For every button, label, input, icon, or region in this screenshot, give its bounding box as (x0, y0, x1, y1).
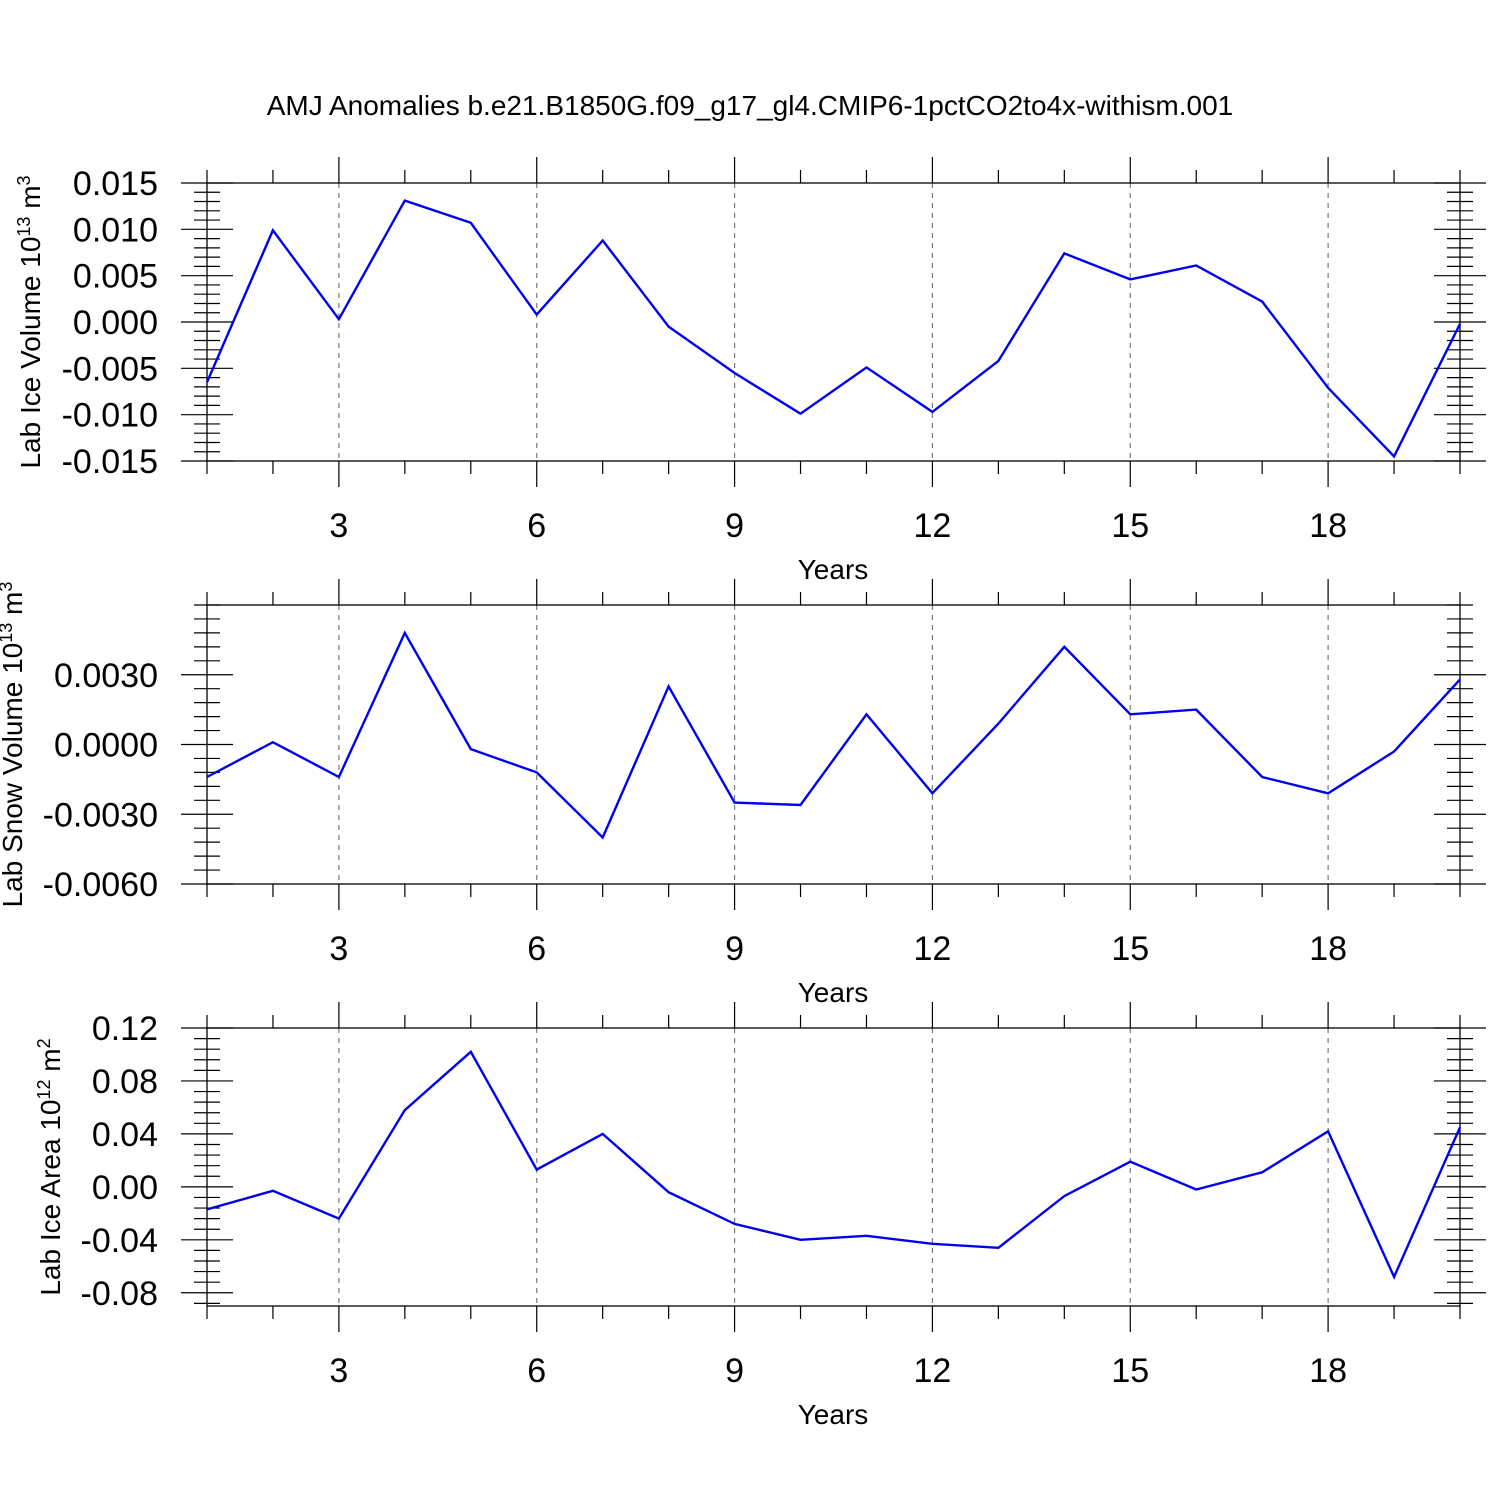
y-axis-label: Lab Snow Volume 1013 m3 (0, 582, 28, 908)
x-tick-label: 15 (1111, 1352, 1149, 1390)
x-tick-label: 18 (1309, 1352, 1347, 1390)
y-tick-label: 0.04 (92, 1116, 158, 1154)
x-tick-label: 6 (527, 1352, 546, 1390)
x-tick-label: 15 (1111, 507, 1149, 545)
y-tick-label: 0.015 (73, 165, 158, 203)
y-tick-label: -0.005 (62, 350, 158, 388)
series-line (206, 630, 1461, 840)
x-tick-label: 12 (914, 507, 952, 545)
x-tick-label: 18 (1309, 507, 1347, 545)
x-tick-label: 3 (329, 1352, 348, 1390)
x-axis-label: Years (798, 554, 869, 585)
x-axis-label: Years (798, 977, 869, 1008)
y-tick-label: -0.010 (62, 397, 158, 435)
y-tick-label: 0.0030 (54, 657, 158, 695)
y-tick-label: -0.04 (81, 1222, 159, 1260)
y-tick-label: 0.0000 (54, 727, 158, 765)
y-tick-label: 0.000 (73, 304, 158, 342)
x-tick-label: 9 (725, 930, 744, 968)
y-axis-label: Lab Ice Volume 1013 m3 (14, 175, 46, 468)
plot-frame (206, 182, 1461, 462)
y-tick-label: -0.0060 (43, 866, 158, 904)
y-tick-label: -0.015 (62, 443, 158, 481)
y-tick-label: 0.005 (73, 258, 158, 296)
x-tick-label: 15 (1111, 930, 1149, 968)
x-tick-label: 12 (914, 1352, 952, 1390)
plot-frame (206, 604, 1461, 885)
x-tick-label: 12 (914, 930, 952, 968)
y-axis-label: Lab Ice Area 1012 m2 (34, 1038, 66, 1295)
y-tick-label: 0.12 (92, 1010, 158, 1048)
chart-panel-1: 3 6 9 12 15 18 Years -0.015 -0.010 -0.005 0.000 0.0… (14, 157, 1486, 585)
y-tick-label: 0.08 (92, 1063, 158, 1101)
x-tick-label: 9 (725, 507, 744, 545)
y-tick-label: -0.0030 (43, 796, 158, 834)
y-tick-label: -0.08 (81, 1275, 159, 1313)
chart-panel-2: 3 6 9 12 15 18 Years -0.0060 -0.0030 0.0000 0.0030… (0, 579, 1486, 1008)
x-axis-label: Years (798, 1399, 869, 1430)
x-tick-label: 6 (527, 507, 546, 545)
plot-frame (206, 1027, 1461, 1307)
y-tick-label: 0.010 (73, 211, 158, 249)
x-tick-label: 3 (329, 930, 348, 968)
x-tick-label: 6 (527, 930, 546, 968)
chart-panel-3: 3 6 9 12 15 18 Years -0.08 -0.04 0.00 0.04 0.08 0.12… (34, 1002, 1486, 1430)
x-tick-label: 3 (329, 507, 348, 545)
page-title: AMJ Anomalies b.e21.B1850G.f09_g17_gl4.C… (266, 90, 1234, 121)
series-line (206, 1049, 1462, 1280)
series-line (205, 199, 1462, 459)
x-tick-label: 9 (725, 1352, 744, 1390)
y-tick-label: 0.00 (92, 1169, 158, 1207)
x-tick-label: 18 (1309, 930, 1347, 968)
